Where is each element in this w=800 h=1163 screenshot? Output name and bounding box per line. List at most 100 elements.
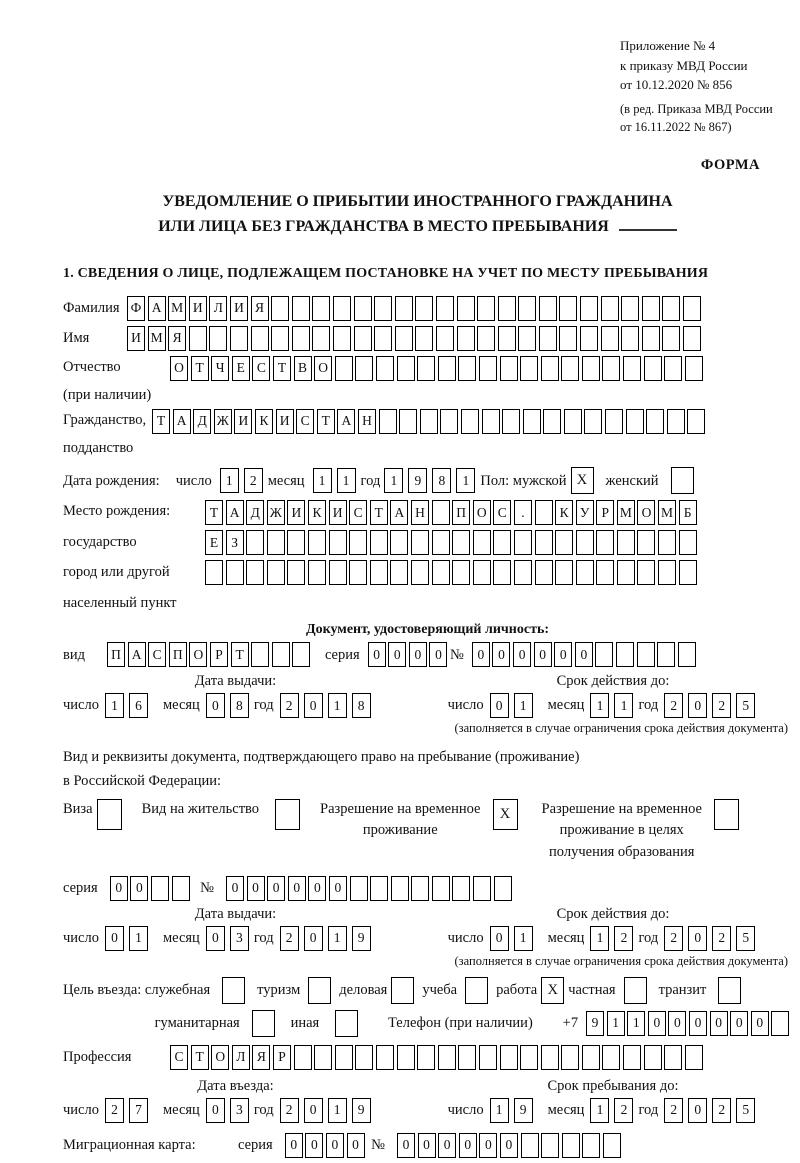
char-cell[interactable]: 0 xyxy=(689,1010,708,1036)
char-cell[interactable] xyxy=(251,642,270,668)
char-cell[interactable]: С xyxy=(148,642,167,668)
char-cell[interactable] xyxy=(307,530,326,556)
char-cell[interactable]: 1 xyxy=(384,468,404,494)
char-cell[interactable] xyxy=(394,325,413,351)
char-cell[interactable]: 0 xyxy=(303,925,323,951)
char-cell[interactable] xyxy=(431,875,450,901)
char-cell[interactable] xyxy=(312,295,331,321)
char-cell[interactable] xyxy=(687,408,706,434)
char-cell[interactable] xyxy=(307,560,326,586)
char-cell[interactable]: 1 xyxy=(128,925,148,951)
char-cell[interactable]: П xyxy=(168,642,187,668)
char-cell[interactable]: О xyxy=(170,355,188,381)
char-cell[interactable]: 1 xyxy=(606,1010,625,1036)
char-cell[interactable]: 0 xyxy=(130,875,149,901)
char-cell[interactable]: 1 xyxy=(327,1097,347,1123)
char-cell[interactable] xyxy=(390,560,409,586)
char-cell[interactable]: 0 xyxy=(492,642,511,668)
char-cell[interactable] xyxy=(349,530,368,556)
char-cell[interactable]: 1 xyxy=(327,925,347,951)
char-cell[interactable] xyxy=(518,295,537,321)
char-cell[interactable] xyxy=(378,408,397,434)
char-cell[interactable]: 0 xyxy=(104,925,124,951)
char-cell[interactable]: 2 xyxy=(664,1097,684,1123)
char-cell[interactable]: 0 xyxy=(284,1132,303,1158)
char-cell[interactable]: 2 xyxy=(614,925,634,951)
char-cell[interactable] xyxy=(678,530,697,556)
char-cell[interactable]: М xyxy=(147,325,166,351)
char-cell[interactable]: 9 xyxy=(586,1010,605,1036)
char-cell[interactable] xyxy=(209,325,228,351)
char-cell[interactable] xyxy=(581,1044,600,1070)
char-cell[interactable] xyxy=(683,295,702,321)
char-cell[interactable] xyxy=(538,295,557,321)
char-cell[interactable] xyxy=(456,325,475,351)
purpose-delovaya-checkbox[interactable] xyxy=(391,976,415,1004)
char-cell[interactable]: В xyxy=(293,355,312,381)
char-cell[interactable]: М xyxy=(616,500,635,526)
char-cell[interactable]: 1 xyxy=(590,925,610,951)
char-cell[interactable]: А xyxy=(127,642,146,668)
char-cell[interactable] xyxy=(641,325,660,351)
char-cell[interactable] xyxy=(375,355,394,381)
char-cell[interactable] xyxy=(473,875,492,901)
char-cell[interactable]: 1 xyxy=(104,693,124,719)
char-cell[interactable]: А xyxy=(172,408,191,434)
char-cell[interactable] xyxy=(520,1044,539,1070)
char-cell[interactable]: С xyxy=(252,355,271,381)
char-cell[interactable] xyxy=(246,530,265,556)
char-cell[interactable]: 9 xyxy=(513,1097,533,1123)
char-cell[interactable]: 5 xyxy=(736,693,756,719)
char-cell[interactable]: Т xyxy=(230,642,249,668)
purpose-humanitarian-checkbox[interactable] xyxy=(251,1009,275,1037)
char-cell[interactable] xyxy=(271,295,290,321)
char-cell[interactable]: Д xyxy=(193,408,212,434)
char-cell[interactable]: З xyxy=(225,530,244,556)
char-cell[interactable] xyxy=(657,642,676,668)
char-cell[interactable]: Л xyxy=(209,295,228,321)
char-cell[interactable] xyxy=(415,295,434,321)
char-cell[interactable] xyxy=(250,325,269,351)
char-cell[interactable]: О xyxy=(637,500,656,526)
char-cell[interactable]: Т xyxy=(272,355,291,381)
char-cell[interactable] xyxy=(555,560,574,586)
char-cell[interactable] xyxy=(683,325,702,351)
char-cell[interactable]: Е xyxy=(231,355,250,381)
char-cell[interactable]: Ж xyxy=(266,500,285,526)
char-cell[interactable] xyxy=(314,1044,333,1070)
char-cell[interactable] xyxy=(332,295,351,321)
char-cell[interactable] xyxy=(502,408,521,434)
char-cell[interactable] xyxy=(266,530,285,556)
char-cell[interactable]: 0 xyxy=(499,1132,518,1158)
char-cell[interactable] xyxy=(636,642,655,668)
char-cell[interactable] xyxy=(771,1010,790,1036)
char-cell[interactable] xyxy=(540,355,559,381)
char-cell[interactable] xyxy=(522,408,541,434)
char-cell[interactable]: 2 xyxy=(279,693,299,719)
char-cell[interactable]: 0 xyxy=(225,875,244,901)
char-cell[interactable] xyxy=(621,325,640,351)
char-cell[interactable]: О xyxy=(189,642,208,668)
char-cell[interactable]: Н xyxy=(357,408,376,434)
char-cell[interactable] xyxy=(602,355,621,381)
char-cell[interactable] xyxy=(328,530,347,556)
char-cell[interactable] xyxy=(291,295,310,321)
char-cell[interactable] xyxy=(374,295,393,321)
char-cell[interactable]: 0 xyxy=(388,642,407,668)
char-cell[interactable]: 9 xyxy=(351,1097,371,1123)
char-cell[interactable]: 0 xyxy=(533,642,552,668)
char-cell[interactable]: 0 xyxy=(513,642,532,668)
char-cell[interactable] xyxy=(349,875,368,901)
purpose-work-checkbox[interactable]: X xyxy=(541,976,565,1004)
char-cell[interactable] xyxy=(513,530,532,556)
char-cell[interactable]: 8 xyxy=(229,693,249,719)
char-cell[interactable] xyxy=(616,530,635,556)
visa-checkbox[interactable] xyxy=(96,798,122,830)
char-cell[interactable] xyxy=(575,530,594,556)
char-cell[interactable]: 0 xyxy=(287,875,306,901)
char-cell[interactable]: О xyxy=(314,355,333,381)
char-cell[interactable]: Т xyxy=(190,355,209,381)
char-cell[interactable] xyxy=(481,408,500,434)
char-cell[interactable]: 0 xyxy=(429,642,448,668)
char-cell[interactable] xyxy=(684,1044,703,1070)
